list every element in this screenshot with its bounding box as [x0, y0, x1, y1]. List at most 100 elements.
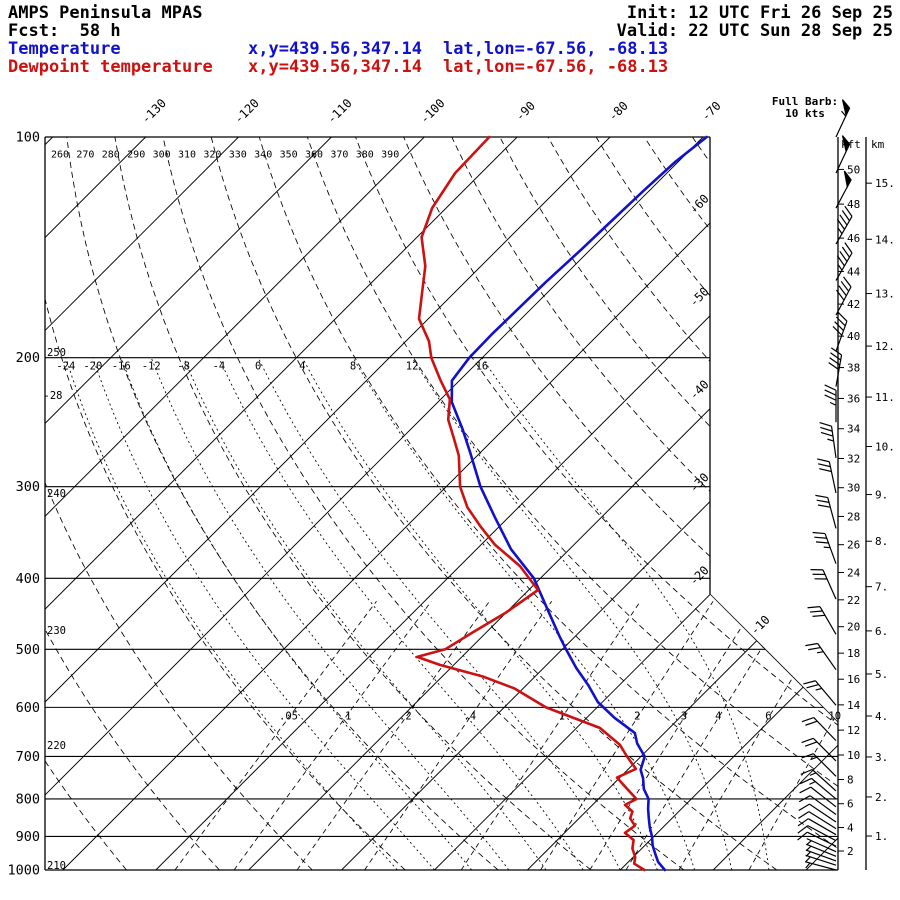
- plot-frame: [44, 136, 867, 871]
- svg-text:2.: 2.: [875, 791, 888, 804]
- svg-text:10.: 10.: [875, 441, 895, 454]
- legend-dewpoint-label: Dewpoint temperature: [8, 57, 213, 77]
- svg-text:220: 220: [47, 740, 66, 752]
- svg-text:3: 3: [681, 711, 687, 723]
- isobars: [45, 136, 838, 871]
- svg-text:6: 6: [765, 711, 771, 723]
- svg-text:500: 500: [16, 642, 40, 658]
- svg-text:22: 22: [847, 594, 860, 607]
- svg-text:42: 42: [847, 298, 860, 311]
- legend-temperature-label: Temperature: [8, 39, 121, 59]
- forecast-hour: Fcst: 58 h: [8, 21, 121, 41]
- model-title: AMPS Peninsula MPAS: [8, 3, 203, 23]
- svg-text:18: 18: [847, 647, 860, 660]
- svg-text:100: 100: [16, 130, 40, 146]
- svg-text:-4: -4: [213, 361, 226, 373]
- svg-text:-90: -90: [513, 99, 538, 124]
- svg-text:-24: -24: [56, 361, 75, 373]
- svg-text:-40: -40: [687, 377, 712, 402]
- svg-text:270: 270: [76, 150, 94, 161]
- svg-text:-70: -70: [699, 99, 724, 124]
- svg-text:16: 16: [847, 673, 860, 686]
- svg-text:46: 46: [847, 232, 860, 245]
- wind-barbs: [797, 99, 853, 871]
- svg-text:1000: 1000: [7, 863, 40, 879]
- svg-text:-20: -20: [83, 361, 102, 373]
- svg-text:600: 600: [16, 700, 40, 716]
- svg-text:210: 210: [47, 860, 66, 872]
- svg-text:230: 230: [47, 625, 66, 637]
- svg-text:-20: -20: [687, 563, 712, 588]
- temperature-curve: [450, 135, 708, 872]
- svg-text:4: 4: [299, 361, 305, 373]
- svg-text:290: 290: [127, 150, 145, 161]
- svg-text:12.: 12.: [875, 340, 895, 353]
- svg-text:1: 1: [559, 711, 565, 723]
- svg-text:300: 300: [153, 150, 171, 161]
- svg-text:9.: 9.: [875, 489, 888, 502]
- svg-text:.05: .05: [279, 711, 298, 723]
- svg-text:-8: -8: [177, 361, 190, 373]
- svg-text:5.: 5.: [875, 668, 888, 681]
- isotherms: [45, 137, 838, 870]
- svg-text:800: 800: [16, 791, 40, 807]
- svg-text:350: 350: [280, 150, 298, 161]
- svg-text:-120: -120: [232, 96, 262, 126]
- svg-text:330: 330: [229, 150, 247, 161]
- barb-legend-line1: Full Barb:: [771, 95, 839, 108]
- legend-temperature-latlon: lat,lon=-67.56, -68.13: [443, 39, 669, 59]
- svg-text:320: 320: [203, 150, 221, 161]
- svg-text:10: 10: [847, 749, 860, 762]
- svg-text:900: 900: [16, 829, 40, 845]
- svg-text:360: 360: [305, 150, 323, 161]
- svg-text:4: 4: [715, 711, 721, 723]
- svg-text:-80: -80: [606, 99, 631, 124]
- svg-text:3.: 3.: [875, 751, 888, 764]
- svg-text:700: 700: [16, 749, 40, 765]
- svg-text:12: 12: [847, 724, 860, 737]
- svg-text:8: 8: [350, 361, 356, 373]
- svg-text:250: 250: [47, 347, 66, 359]
- svg-text:14.: 14.: [875, 233, 895, 246]
- svg-text:-130: -130: [139, 96, 169, 126]
- svg-text:.2: .2: [399, 711, 412, 723]
- svg-text:24: 24: [847, 566, 861, 579]
- dry-adiabats: [45, 137, 838, 870]
- svg-text:km: km: [871, 138, 885, 151]
- valid-time: Valid: 22 UTC Sun 28 Sep 25: [616, 21, 893, 41]
- svg-text:14: 14: [847, 699, 861, 712]
- svg-text:260: 260: [51, 150, 69, 161]
- svg-text:200: 200: [16, 350, 40, 366]
- legend-dewpoint-latlon: lat,lon=-67.56, -68.13: [443, 57, 669, 77]
- svg-text:0: 0: [255, 361, 261, 373]
- svg-text:16: 16: [476, 361, 489, 373]
- barb-legend: Full Barb: 10 kts: [763, 96, 847, 120]
- svg-text:26: 26: [847, 539, 860, 552]
- svg-text:6.: 6.: [875, 625, 888, 638]
- svg-text:8: 8: [847, 774, 854, 787]
- grid-lines: [45, 137, 838, 870]
- svg-text:2: 2: [847, 845, 854, 858]
- svg-text:-10: -10: [748, 613, 773, 638]
- legend-dewpoint-xy: x,y=439.56,347.14: [248, 57, 422, 77]
- svg-text:-12: -12: [142, 361, 161, 373]
- init-time: Init: 12 UTC Fri 26 Sep 25: [626, 3, 893, 23]
- svg-text:1.: 1.: [875, 830, 888, 843]
- svg-text:13.: 13.: [875, 288, 895, 301]
- svg-text:340: 340: [254, 150, 272, 161]
- svg-text:11.: 11.: [875, 391, 895, 404]
- svg-text:370: 370: [330, 150, 348, 161]
- svg-text:-28: -28: [44, 390, 63, 402]
- svg-text:50: 50: [847, 163, 860, 176]
- svg-text:390: 390: [381, 150, 399, 161]
- svg-text:2: 2: [634, 711, 640, 723]
- svg-text:34: 34: [847, 423, 861, 436]
- svg-text:240: 240: [47, 488, 66, 500]
- svg-text:44: 44: [847, 265, 861, 278]
- svg-text:6: 6: [847, 798, 854, 811]
- svg-text:7.: 7.: [875, 581, 888, 594]
- svg-text:380: 380: [356, 150, 374, 161]
- svg-text:28: 28: [847, 510, 860, 523]
- svg-text:280: 280: [102, 150, 120, 161]
- dewpoint-curve: [415, 135, 646, 872]
